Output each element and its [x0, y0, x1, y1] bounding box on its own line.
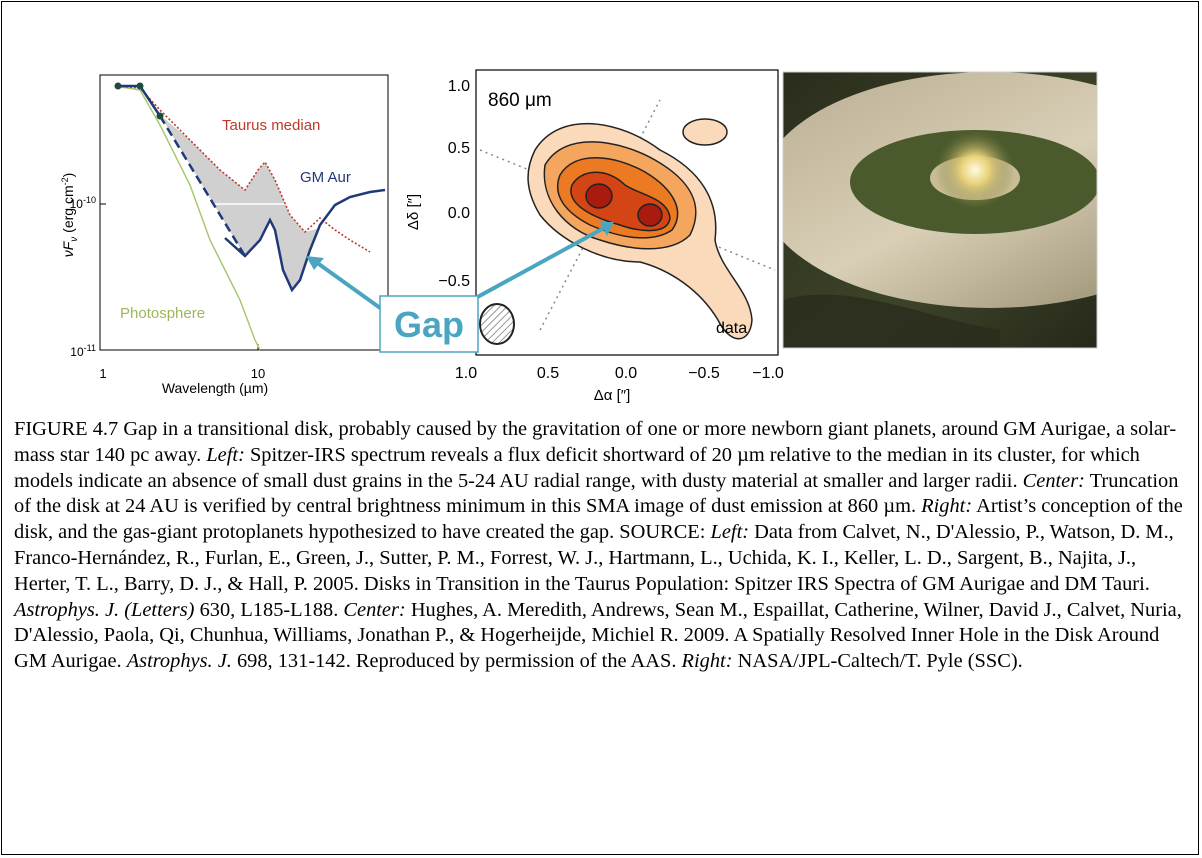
caption-italic: Left:: [206, 443, 245, 466]
arrowhead: [600, 222, 614, 236]
photosphere-curve: [114, 85, 261, 351]
y-axis-label: Δδ [″]: [405, 194, 422, 230]
x-tick-label: 1.0: [455, 365, 477, 382]
caption-text: FIGURE 4.7 Gap in a transitional disk, p…: [14, 418, 1177, 466]
figure-caption: FIGURE 4.7 Gap in a transitional disk, p…: [14, 417, 1192, 675]
data-point: [156, 112, 164, 120]
sma-image: 860 μm data 1.0 0.5 0.0 −0.5 1.0 0.5 0.0…: [405, 69, 784, 404]
axis-guide: [479, 149, 776, 271]
x-tick-label: −1.0: [752, 365, 784, 382]
x-tick-label: 1: [99, 366, 106, 381]
y-tick-label: 10-10: [70, 195, 96, 211]
arrowhead: [306, 256, 324, 270]
annotation: Taurus median: [222, 117, 320, 134]
gap-callout: Gap: [306, 222, 614, 353]
deficit-area: [160, 115, 320, 290]
y-tick-label: 10-11: [70, 343, 96, 359]
taurus-median-curve: [117, 85, 371, 253]
caption-text: NASA/JPL-Caltech/T. Pyle (SSC).: [732, 650, 1023, 673]
contour: [637, 203, 663, 227]
data-point: [136, 82, 144, 90]
y-tick-label: −0.5: [438, 273, 470, 290]
x-tick-label: 10: [251, 366, 265, 381]
x-tick-label: 0.0: [615, 365, 637, 382]
data-label: data: [716, 320, 747, 337]
caption-text: Hughes, A. Meredith, Andrews, Sean M., E…: [14, 598, 1182, 673]
caption-italic: Center:: [343, 598, 406, 621]
y-tick-label: 0.5: [448, 140, 470, 157]
image-border: [782, 71, 1098, 349]
y-axis-label: νFν (erg cm-2): [60, 173, 80, 258]
caption-italic: Left:: [710, 521, 750, 544]
caption-text: Spitzer-IRS spectrum reveals a flux defi…: [14, 443, 1140, 492]
sed-plot: Taurus median GM Aur Photosphere 10-10 1…: [60, 74, 389, 396]
data-point: [114, 82, 122, 90]
caption-text: Data from Calvet, N., D'Alessio, P., Wat…: [14, 521, 1174, 595]
foreground-debris: [783, 294, 1000, 348]
caption-text: 630, L185-L188.: [194, 598, 344, 621]
x-axis-label: Wavelength (µm): [162, 380, 268, 396]
artist-image: [783, 72, 1097, 348]
wavelength-label: 860 μm: [488, 90, 552, 111]
caption-text: 698, 131-142. Reproduced by permission o…: [231, 650, 682, 673]
y-tick-label: 1.0: [448, 78, 470, 95]
beam: [479, 303, 515, 345]
caption-italic: Right:: [681, 650, 733, 673]
arrow: [471, 226, 605, 302]
x-tick-label: 0.5: [537, 365, 559, 382]
annotation: GM Aur: [300, 169, 351, 186]
y-tick-label: 0.0: [448, 205, 470, 222]
caption-italic: Right:: [921, 495, 973, 518]
caption-text: Truncation of the disk at 24 AU is verif…: [14, 469, 1179, 518]
caption-text: Artist’s conception of the disk, and the…: [14, 495, 1183, 544]
caption-italic: Center:: [1022, 469, 1085, 492]
plot-box: [99, 74, 389, 351]
figure-panels: Taurus median GM Aur Photosphere 10-10 1…: [60, 69, 1098, 404]
gm-aur-curve: [224, 188, 386, 293]
star: [935, 130, 1015, 210]
contour: [585, 183, 613, 209]
caption-italic: Astrophys. J.: [126, 650, 232, 673]
contour: [682, 118, 728, 146]
arrow: [314, 260, 385, 312]
callout-label: Gap: [394, 304, 464, 345]
x-tick-label: −0.5: [688, 365, 720, 382]
x-axis-label: Δα [″]: [594, 387, 631, 404]
callout-box: [379, 295, 479, 353]
annotation: Photosphere: [120, 305, 205, 322]
caption-italic: Astrophys. J. (Letters): [14, 598, 195, 621]
